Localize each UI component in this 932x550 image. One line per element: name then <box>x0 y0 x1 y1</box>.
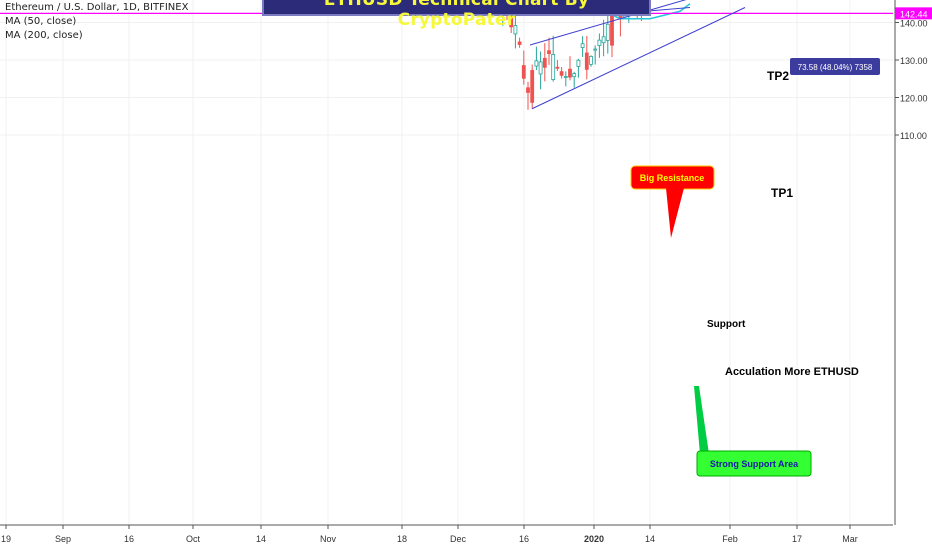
price-tag-label: 142.44 <box>900 9 928 19</box>
candle-body <box>547 50 551 55</box>
candle-body <box>589 56 593 65</box>
tp1-label: TP1 <box>771 186 793 200</box>
candle-body <box>555 66 560 69</box>
candle-body <box>526 87 530 93</box>
time-tick-label: Sep <box>55 534 71 544</box>
accumulation-label: Acculation More ETHUSD <box>725 366 859 378</box>
candle-body <box>538 61 543 75</box>
price-axis-bg <box>895 0 932 550</box>
candle-body <box>563 76 568 78</box>
time-tick-label: Mar <box>842 534 858 544</box>
candle-body <box>513 24 518 35</box>
ma50-legend[interactable]: MA (50, close) <box>5 16 77 27</box>
time-tick-label: Feb <box>722 534 738 544</box>
price-tick-label: 130.00 <box>900 56 928 66</box>
channel-lower-line <box>531 7 746 110</box>
candle-body <box>542 57 547 68</box>
time-tick-label: 16 <box>124 534 134 544</box>
support-label: Support <box>707 319 746 330</box>
candle-body <box>551 53 556 80</box>
time-tick-label: 18 <box>397 534 407 544</box>
candle-body <box>601 36 606 44</box>
measure-text: 73.58 (48.04%) 7358 <box>798 63 873 72</box>
price-tick-label: 110.00 <box>900 131 927 141</box>
strong-support-label: Strong Support Area <box>710 459 799 469</box>
candle-body <box>576 59 581 67</box>
time-tick-label: Nov <box>320 534 337 544</box>
measure-box <box>790 58 880 75</box>
candle-body <box>559 71 564 76</box>
candle-body <box>593 48 598 51</box>
time-tick-label: 19 <box>1 534 11 544</box>
candle-body <box>530 70 535 103</box>
chart-title-banner: ETHUSD Technical Chart By CryptoPater <box>262 0 651 30</box>
strong-support-pointer <box>694 386 709 454</box>
time-tick-label: 2020 <box>584 534 604 544</box>
symbol-line: Ethereum / U.S. Dollar, 1D, BITFINEX <box>5 2 189 13</box>
time-tick-label: 14 <box>645 534 655 544</box>
price-tick-label: 120.00 <box>900 94 928 104</box>
candle-body <box>605 23 610 41</box>
time-tick-label: Oct <box>186 534 201 544</box>
big-resistance-pointer <box>666 188 684 238</box>
big-resistance-label: Big Resistance <box>640 173 705 183</box>
time-tick-label: 17 <box>792 534 802 544</box>
candle-body <box>521 65 526 79</box>
chart-title: ETHUSD Technical Chart By CryptoPater <box>323 0 590 30</box>
time-tick-label: 16 <box>519 534 529 544</box>
strong-support-box <box>696 450 812 477</box>
price-tick-label: 140.00 <box>900 19 928 29</box>
price-tag-box <box>895 7 932 20</box>
candle-body <box>572 73 577 78</box>
candle-body <box>597 39 602 46</box>
tp2-label: TP2 <box>767 69 789 83</box>
candle-body <box>584 52 589 70</box>
candle-body <box>534 60 539 67</box>
ma200-legend[interactable]: MA (200, close) <box>5 30 83 41</box>
candle-body <box>517 41 522 45</box>
candle-body <box>580 43 585 48</box>
time-axis-bg <box>0 525 932 550</box>
time-tick-label: Dec <box>450 534 467 544</box>
candle-body <box>568 68 572 78</box>
time-tick-label: 14 <box>256 534 266 544</box>
